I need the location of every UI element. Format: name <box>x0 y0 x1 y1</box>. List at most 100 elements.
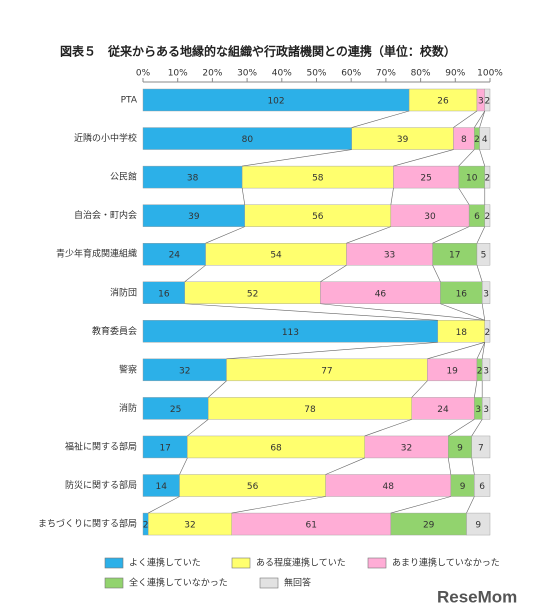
connector <box>148 496 180 514</box>
legend-label: 無回答 <box>284 577 311 589</box>
y-tick-label: 福祉に関する部局 <box>65 440 137 452</box>
y-tick-label: 近隣の小中学校 <box>74 132 137 144</box>
value-label: 32 <box>179 366 190 376</box>
bar-segment <box>484 165 491 189</box>
legend-label: 全く連携していなかった <box>129 577 228 589</box>
value-label: 3 <box>478 97 484 107</box>
value-label: 25 <box>170 405 181 415</box>
value-label: 6 <box>479 482 485 492</box>
connector <box>184 303 438 321</box>
connector <box>346 226 391 244</box>
x-tick-label: 60% <box>341 69 361 79</box>
connector <box>479 110 486 128</box>
value-label: 9 <box>475 521 481 531</box>
connector <box>320 303 485 321</box>
connector <box>440 303 485 321</box>
value-label: 16 <box>158 289 170 299</box>
value-label: 2 <box>477 366 483 376</box>
connector <box>474 110 486 128</box>
connector <box>447 457 452 475</box>
connector <box>241 188 246 205</box>
value-label: 3 <box>483 366 489 376</box>
legend-label: ある程度連携していた <box>256 557 346 569</box>
bar-segment <box>479 127 491 150</box>
value-label: 39 <box>188 212 200 222</box>
value-label: 2 <box>485 97 491 107</box>
connector <box>351 110 410 128</box>
value-label: 58 <box>312 174 324 184</box>
y-tick-label: 公民館 <box>110 171 137 183</box>
y-tick-label: 消防団 <box>110 286 137 298</box>
value-label: 56 <box>247 482 259 492</box>
value-label: 38 <box>187 174 199 184</box>
value-label: 54 <box>270 251 282 261</box>
value-label: 30 <box>424 212 436 222</box>
bar-segment <box>484 320 491 343</box>
bar-segment <box>484 88 491 112</box>
bar-segment <box>481 281 491 304</box>
connector <box>458 149 475 167</box>
y-tick-label: 消防 <box>119 402 137 414</box>
legend-swatch <box>231 557 251 569</box>
value-label: 56 <box>312 212 324 222</box>
y-tick-label: 教育委員会 <box>92 325 137 337</box>
bar-segment <box>466 512 491 536</box>
value-label: 61 <box>306 521 317 531</box>
connector <box>476 265 483 282</box>
legend-label: あまり連携していなかった <box>392 557 500 569</box>
connector <box>476 342 486 359</box>
value-label: 24 <box>437 405 449 415</box>
value-label: 14 <box>156 482 168 492</box>
x-tick-label: 40% <box>272 69 292 79</box>
connector <box>208 380 227 398</box>
connector <box>184 264 206 282</box>
value-label: 39 <box>397 135 409 145</box>
connector <box>479 149 486 167</box>
value-label: 77 <box>321 366 332 376</box>
connector <box>432 265 441 282</box>
legend-swatch <box>104 557 124 569</box>
bar-segment <box>476 242 491 266</box>
value-label: 19 <box>446 366 458 376</box>
value-label: 16 <box>456 289 468 299</box>
value-label: 26 <box>437 97 449 107</box>
value-label: 32 <box>401 443 412 453</box>
connector <box>453 110 478 128</box>
x-tick-label: 80% <box>411 69 431 79</box>
connector <box>411 380 428 398</box>
value-label: 3 <box>483 289 489 299</box>
value-label: 2 <box>485 174 491 184</box>
connector <box>179 457 188 475</box>
value-label: 9 <box>457 443 463 453</box>
connector <box>458 187 470 205</box>
connector <box>242 149 352 167</box>
x-tick-label: 0% <box>136 69 151 79</box>
connector <box>481 342 486 359</box>
value-label: 4 <box>482 135 488 145</box>
legend-swatch <box>367 557 387 569</box>
value-label: 48 <box>383 482 395 492</box>
value-label: 24 <box>169 251 181 261</box>
chart-title: 図表５ 従来からある地縁的な組織や行政諸機関との連携（単位：校数） <box>60 44 456 59</box>
value-label: 7 <box>478 443 484 453</box>
connector <box>226 342 438 360</box>
value-label: 80 <box>242 135 254 145</box>
y-tick-label: PTA <box>121 96 138 106</box>
x-tick-label: 100% <box>477 69 503 79</box>
value-label: 33 <box>384 251 395 261</box>
y-tick-label: 警察 <box>119 363 137 375</box>
value-label: 2 <box>474 135 480 145</box>
value-label: 8 <box>461 135 467 145</box>
connector <box>320 264 347 283</box>
connector <box>187 419 209 437</box>
value-label: 10 <box>466 174 478 184</box>
legend-swatch <box>259 577 279 589</box>
bar-segment <box>484 204 491 227</box>
value-label: 46 <box>375 289 387 299</box>
x-tick-label: 90% <box>445 69 465 79</box>
x-tick-label: 70% <box>376 69 396 79</box>
y-tick-label: 青少年育成関連組織 <box>56 248 137 260</box>
value-label: 113 <box>282 328 299 338</box>
y-tick-label: 防災に関する部局 <box>65 479 137 491</box>
